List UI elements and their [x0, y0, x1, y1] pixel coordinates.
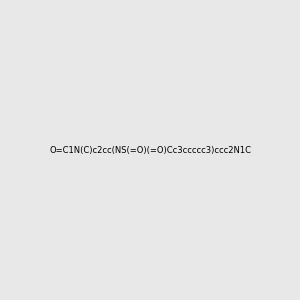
Text: O=C1N(C)c2cc(NS(=O)(=O)Cc3ccccc3)ccc2N1C: O=C1N(C)c2cc(NS(=O)(=O)Cc3ccccc3)ccc2N1C: [49, 146, 251, 154]
